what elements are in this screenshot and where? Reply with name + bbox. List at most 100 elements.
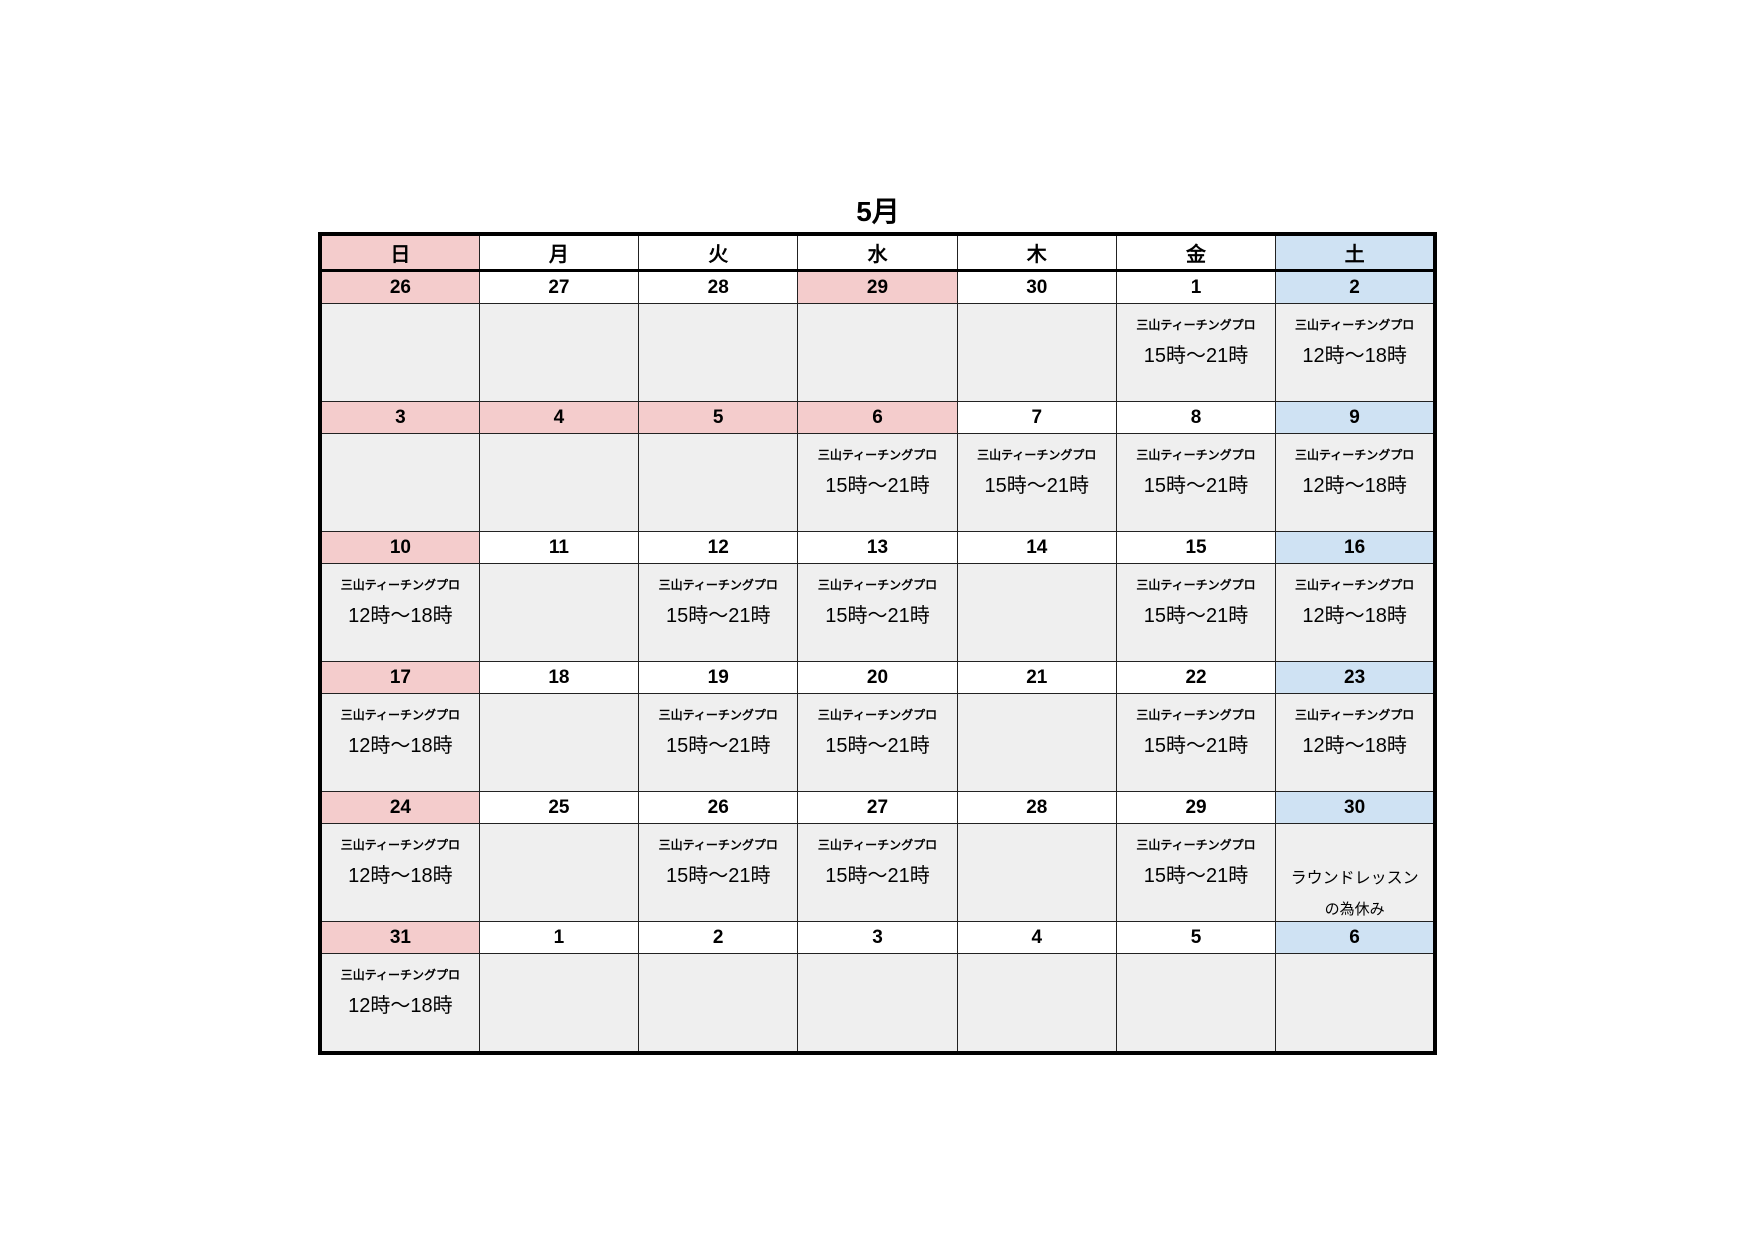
- day-cell[interactable]: [956, 563, 1117, 662]
- instructor-label: 三山ティーチングプロ: [1136, 838, 1256, 852]
- day-cell[interactable]: 三山ティーチングプロ 15時〜21時: [797, 433, 958, 532]
- day-number: 23: [1275, 661, 1436, 694]
- instructor-label: 三山ティーチングプロ: [817, 448, 938, 462]
- instructor-label: 三山ティーチングプロ: [1294, 318, 1415, 332]
- day-cell[interactable]: 三山ティーチングプロ 15時〜21時: [1115, 563, 1277, 662]
- day-cell[interactable]: [478, 303, 640, 402]
- lesson-hours: 15時〜21時: [1143, 735, 1249, 757]
- day-cell[interactable]: 三山ティーチングプロ 12時〜18時: [1275, 433, 1436, 532]
- day-number: 3: [797, 921, 958, 954]
- day-number: 12: [638, 531, 799, 564]
- day-cell[interactable]: [956, 953, 1117, 1054]
- weekday-header: 木: [956, 233, 1117, 272]
- day-cell[interactable]: 三山ティーチングプロ 12時〜18時: [319, 823, 480, 922]
- day-cell[interactable]: 三山ティーチングプロ 15時〜21時: [797, 693, 958, 792]
- weekday-header: 土: [1275, 233, 1436, 272]
- day-cell[interactable]: [478, 953, 640, 1054]
- day-cell[interactable]: 三山ティーチングプロ 15時〜21時: [797, 563, 958, 662]
- weekday-header-row: 日月火水木金土: [319, 233, 1436, 272]
- instructor-label: 三山ティーチングプロ: [658, 578, 778, 592]
- day-cell[interactable]: 三山ティーチングプロ 15時〜21時: [797, 823, 958, 922]
- day-cell[interactable]: 三山ティーチングプロ 12時〜18時: [319, 563, 480, 662]
- day-cell[interactable]: 三山ティーチングプロ 12時〜18時: [319, 693, 480, 792]
- day-cell[interactable]: [1115, 953, 1277, 1054]
- day-cell[interactable]: [478, 563, 640, 662]
- day-cell[interactable]: 三山ティーチングプロ 12時〜18時: [1275, 693, 1436, 792]
- lesson-hours: 12時〜18時: [1302, 345, 1407, 367]
- day-number: 28: [638, 270, 799, 304]
- lesson-hours: 15時〜21時: [825, 475, 930, 497]
- calendar-grid: 日月火水木金土 26 27 28 29 30 1 2 三山ティーチングプロ 15時〜21時 三山ティ…: [318, 232, 1437, 1055]
- instructor-label: 三山ティーチングプロ: [1136, 578, 1256, 592]
- day-cell[interactable]: [797, 953, 958, 1054]
- day-cell[interactable]: [478, 693, 640, 792]
- day-cell[interactable]: [638, 433, 799, 532]
- day-number: 29: [1115, 791, 1277, 824]
- content-row: 三山ティーチングプロ 12時〜18時 三山ティーチングプロ 15時〜21時 三山ティーチ…: [319, 693, 1436, 792]
- day-cell[interactable]: [638, 303, 799, 402]
- instructor-label: 三山ティーチングプロ: [340, 838, 461, 852]
- instructor-label: 三山ティーチングプロ: [1294, 448, 1415, 462]
- lesson-hours: 15時〜21時: [665, 865, 771, 887]
- day-cell[interactable]: [1275, 953, 1436, 1054]
- lesson-hours: 12時〜18時: [348, 735, 453, 757]
- instructor-label: 三山ティーチングプロ: [1294, 708, 1415, 722]
- day-number: 26: [319, 270, 480, 304]
- instructor-label: 三山ティーチングプロ: [817, 578, 938, 592]
- day-number: 4: [956, 921, 1117, 954]
- day-number: 9: [1275, 401, 1436, 434]
- day-cell[interactable]: 三山ティーチングプロ 15時〜21時: [1115, 433, 1277, 532]
- day-number: 28: [956, 791, 1117, 824]
- day-cell[interactable]: 三山ティーチングプロ 12時〜18時: [319, 953, 480, 1054]
- instructor-label: 三山ティーチングプロ: [977, 448, 1097, 462]
- day-number: 21: [956, 661, 1117, 694]
- day-cell[interactable]: ラウンドレッスン の為休み: [1275, 823, 1436, 922]
- day-number: 3: [319, 401, 480, 434]
- instructor-label: 三山ティーチングプロ: [658, 708, 778, 722]
- day-cell[interactable]: [956, 823, 1117, 922]
- day-cell[interactable]: 三山ティーチングプロ 15時〜21時: [638, 563, 799, 662]
- day-cell[interactable]: [478, 433, 640, 532]
- lesson-hours: 15時〜21時: [665, 735, 771, 757]
- instructor-label: 三山ティーチングプロ: [340, 968, 461, 982]
- day-cell[interactable]: [478, 823, 640, 922]
- content-row: 三山ティーチングプロ 12時〜18時: [319, 953, 1436, 1054]
- day-number: 17: [319, 661, 480, 694]
- day-number: 16: [1275, 531, 1436, 564]
- weekday-header: 金: [1115, 233, 1277, 272]
- day-cell[interactable]: [638, 953, 799, 1054]
- day-cell[interactable]: [956, 693, 1117, 792]
- day-cell[interactable]: 三山ティーチングプロ 15時〜21時: [956, 433, 1117, 532]
- lesson-hours: 15時〜21時: [825, 865, 930, 887]
- instructor-label: 三山ティーチングプロ: [658, 838, 778, 852]
- lesson-hours: 12時〜18時: [348, 865, 453, 887]
- day-cell[interactable]: 三山ティーチングプロ 15時〜21時: [1115, 303, 1277, 402]
- day-cell[interactable]: [956, 303, 1117, 402]
- day-cell[interactable]: 三山ティーチングプロ 15時〜21時: [1115, 823, 1277, 922]
- day-cell[interactable]: 三山ティーチングプロ 15時〜21時: [638, 693, 799, 792]
- day-cell[interactable]: [319, 303, 480, 402]
- content-row: 三山ティーチングプロ 15時〜21時 三山ティーチングプロ 15時〜21時 三山ティーチ…: [319, 433, 1436, 532]
- day-number: 19: [638, 661, 799, 694]
- day-cell[interactable]: [319, 433, 480, 532]
- day-cell[interactable]: 三山ティーチングプロ 12時〜18時: [1275, 563, 1436, 662]
- day-number: 6: [1275, 921, 1436, 954]
- date-row: 17 18 19 20 21 22 23: [319, 661, 1436, 694]
- day-cell[interactable]: 三山ティーチングプロ 15時〜21時: [638, 823, 799, 922]
- day-number: 15: [1115, 531, 1277, 564]
- instructor-label: 三山ティーチングプロ: [817, 708, 938, 722]
- day-number: 20: [797, 661, 958, 694]
- instructor-label: 三山ティーチングプロ: [1136, 708, 1256, 722]
- lesson-hours: 12時〜18時: [1302, 735, 1407, 757]
- day-number: 29: [797, 270, 958, 304]
- day-cell[interactable]: 三山ティーチングプロ 15時〜21時: [1115, 693, 1277, 792]
- lesson-hours: 15時〜21時: [984, 475, 1090, 497]
- instructor-label: 三山ティーチングプロ: [340, 708, 461, 722]
- instructor-label: 三山ティーチングプロ: [817, 838, 938, 852]
- date-row: 24 25 26 27 28 29 30: [319, 791, 1436, 824]
- day-cell[interactable]: 三山ティーチングプロ 12時〜18時: [1275, 303, 1436, 402]
- lesson-hours: 12時〜18時: [1302, 605, 1407, 627]
- day-number: 27: [797, 791, 958, 824]
- day-cell[interactable]: [797, 303, 958, 402]
- lesson-hours: 15時〜21時: [1143, 605, 1249, 627]
